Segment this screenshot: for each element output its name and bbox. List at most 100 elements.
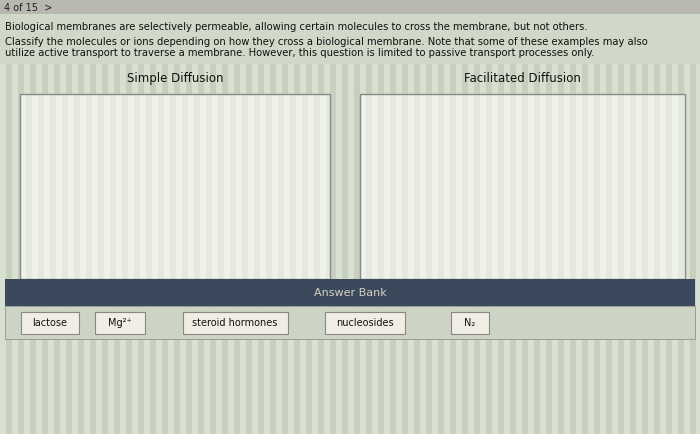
Bar	[504, 0, 510, 434]
Bar	[378, 0, 384, 434]
Bar	[242, 95, 248, 279]
Bar	[594, 0, 600, 434]
Bar	[600, 0, 606, 434]
Bar	[38, 95, 44, 279]
Bar	[95, 312, 145, 334]
Text: Biological membranes are selectively permeable, allowing certain molecules to cr: Biological membranes are selectively per…	[5, 22, 587, 32]
Bar	[396, 95, 402, 279]
Bar	[504, 95, 510, 279]
Bar	[570, 0, 576, 434]
Bar	[152, 95, 158, 279]
Bar	[480, 0, 486, 434]
Bar	[474, 0, 480, 434]
Bar	[534, 95, 540, 279]
Bar	[144, 0, 150, 434]
Bar	[206, 95, 212, 279]
Bar	[588, 0, 594, 434]
Bar	[408, 0, 414, 434]
Bar	[384, 95, 390, 279]
Bar	[114, 0, 120, 434]
Bar	[170, 95, 176, 279]
Bar	[414, 0, 420, 434]
Bar	[32, 95, 38, 279]
Bar	[510, 95, 516, 279]
Bar	[138, 0, 144, 434]
Bar	[564, 0, 570, 434]
Bar	[198, 0, 204, 434]
Bar	[348, 0, 354, 434]
Bar	[612, 0, 618, 434]
Bar	[326, 95, 330, 279]
Bar	[486, 95, 492, 279]
Bar	[6, 0, 12, 434]
Text: Mg²⁺: Mg²⁺	[108, 318, 132, 328]
Bar	[0, 0, 700, 15]
Bar	[432, 95, 438, 279]
Bar	[384, 0, 390, 434]
Bar	[480, 95, 486, 279]
Bar	[696, 0, 700, 434]
Bar	[80, 95, 86, 279]
Bar	[684, 95, 685, 279]
Bar	[450, 0, 456, 434]
Bar	[212, 95, 218, 279]
Bar	[654, 0, 660, 434]
Bar	[188, 95, 194, 279]
Bar	[630, 0, 636, 434]
Bar	[510, 0, 516, 434]
Bar	[86, 95, 92, 279]
Bar	[360, 95, 366, 279]
Bar	[408, 95, 414, 279]
Bar	[462, 0, 468, 434]
Bar	[296, 95, 302, 279]
Bar	[42, 0, 48, 434]
Bar	[522, 0, 528, 434]
Bar	[0, 0, 700, 45]
Bar	[492, 0, 498, 434]
Bar	[20, 95, 26, 279]
Bar	[540, 95, 546, 279]
Bar	[516, 95, 522, 279]
Text: lactose: lactose	[32, 318, 67, 328]
Bar	[120, 0, 126, 434]
Bar	[102, 0, 108, 434]
Bar	[330, 0, 336, 434]
Bar	[648, 0, 654, 434]
Bar	[284, 95, 290, 279]
Bar	[254, 95, 260, 279]
Bar	[272, 95, 278, 279]
Bar	[325, 312, 405, 334]
Bar	[396, 0, 402, 434]
Bar	[612, 95, 618, 279]
Bar	[158, 95, 164, 279]
Bar	[116, 95, 122, 279]
Bar	[642, 0, 648, 434]
Bar	[672, 0, 678, 434]
Bar	[266, 95, 272, 279]
Bar	[74, 95, 80, 279]
Bar	[672, 95, 678, 279]
Bar	[290, 95, 296, 279]
Bar	[24, 0, 30, 434]
Bar	[56, 95, 62, 279]
Bar	[174, 0, 180, 434]
Bar	[594, 95, 600, 279]
Bar	[402, 95, 408, 279]
Bar	[354, 0, 360, 434]
Bar	[44, 95, 50, 279]
Bar	[48, 0, 54, 434]
Bar	[390, 95, 396, 279]
Bar	[26, 95, 32, 279]
Bar	[558, 95, 564, 279]
Bar	[468, 0, 474, 434]
Bar	[0, 0, 700, 40]
Bar	[336, 0, 342, 434]
Bar	[390, 0, 396, 434]
Bar	[126, 0, 132, 434]
Bar	[420, 0, 426, 434]
Bar	[246, 0, 252, 434]
Bar	[240, 0, 246, 434]
Bar	[570, 95, 576, 279]
Bar	[588, 95, 594, 279]
Bar	[276, 0, 282, 434]
